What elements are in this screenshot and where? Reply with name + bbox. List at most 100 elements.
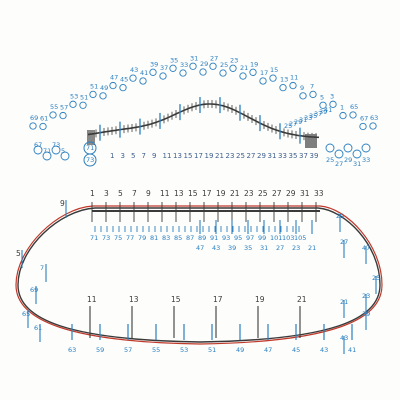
hole-circle (149, 68, 157, 76)
inner-label: 95 (234, 234, 242, 242)
upper-label: 39 (150, 60, 158, 68)
upper-label: 23 (230, 56, 238, 64)
circled-mark (83, 153, 97, 167)
hole-circle (369, 122, 377, 130)
right-label: 25 (372, 274, 380, 282)
axis-label: 7 (142, 152, 146, 160)
bottom-blue-label: 53 (180, 346, 188, 354)
right-label: 39 (319, 108, 327, 116)
bottom-blue-label: 63 (68, 346, 76, 354)
upper-label: 67 (360, 114, 368, 122)
top-label: 3 (104, 189, 109, 198)
axis-label: 9 (152, 152, 156, 160)
hole-circle (169, 64, 177, 72)
axis-label: 11 (163, 152, 172, 160)
upper-label: 63 (370, 114, 378, 122)
hole-circle (109, 81, 117, 90)
right-label: 33 (304, 114, 312, 122)
upper-label: 27 (210, 54, 218, 62)
inner-label: 87 (186, 234, 194, 242)
hole-circle (249, 68, 257, 76)
upper-label: 15 (270, 66, 278, 74)
axis-label: 25 (236, 152, 245, 160)
top-label: 21 (230, 189, 240, 198)
hole-circle (209, 62, 217, 70)
left-label: 65 (22, 310, 30, 318)
hole-circle (42, 151, 52, 161)
bottom-label: 11 (87, 295, 97, 304)
hole-circle (229, 64, 237, 72)
hole-circle (29, 122, 37, 130)
inner-label: 75 (114, 234, 122, 242)
inner-label: 105 (294, 234, 306, 242)
upper-label: 51 (80, 93, 88, 101)
hole-circle (189, 62, 197, 70)
inner-number: 31 (260, 244, 268, 252)
hole-circle (361, 143, 371, 153)
bottom-blue-label: 49 (236, 346, 244, 354)
hole-circle (59, 111, 67, 120)
inner-number: 43 (212, 244, 220, 252)
inner-label: 73 (102, 234, 110, 242)
upper-label: 65 (350, 103, 358, 111)
upper-label: 21 (240, 64, 248, 72)
bottom-blue-label: 57 (124, 346, 132, 354)
top-label: 5 (118, 189, 123, 198)
upper-label: 35 (170, 56, 178, 64)
upper-label: 9 (300, 84, 304, 92)
upper-label: 17 (260, 69, 268, 77)
hole-circle (329, 100, 337, 108)
inner-number: 35 (244, 244, 252, 252)
inner-number: 47 (196, 244, 204, 252)
top-label: 25 (258, 189, 268, 198)
cluster-label: 31 (353, 160, 361, 168)
axis-label: 29 (257, 152, 266, 160)
upper-label: 31 (190, 54, 198, 62)
cluster-label: 25 (326, 156, 334, 164)
red-outline (15, 205, 383, 345)
bottom-label: 21 (297, 295, 307, 304)
hole-circle (60, 151, 70, 161)
upper-label: 43 (130, 66, 138, 74)
top-label: 19 (216, 189, 226, 198)
axis-label: 19 (205, 152, 214, 160)
hole-circle (99, 92, 107, 100)
hole-circle (139, 77, 147, 85)
bottom-label: 19 (255, 295, 265, 304)
hole-circle (319, 101, 327, 109)
top-label: 1 (90, 189, 95, 198)
bottom-blue-label: 43 (320, 346, 328, 354)
hole-circle (89, 90, 97, 99)
left-label: 7 (40, 264, 44, 272)
hole-circle (334, 149, 344, 159)
hole-circle (239, 72, 247, 80)
axis-label: 39 (310, 152, 319, 160)
hole-circle (69, 100, 77, 108)
upper-label: 55 (50, 103, 58, 111)
bottom-blue-label: 55 (152, 346, 160, 354)
top-label: 27 (272, 189, 282, 198)
bottom-blue-label: 59 (96, 346, 104, 354)
inner-label: 83 (162, 234, 170, 242)
right-label: 47 (362, 244, 370, 252)
upper-label: 41 (140, 69, 148, 77)
bottom-label: 13 (129, 295, 139, 304)
right-label: 37 (314, 110, 322, 118)
hole-circle (33, 145, 43, 155)
circled-label: 71 (86, 144, 94, 152)
bottom-label: 15 (171, 295, 181, 304)
right-label: 29 (294, 118, 302, 126)
cluster-label: 27 (335, 160, 343, 168)
upper-label: 11 (290, 74, 298, 82)
axis-label: 21 (215, 152, 224, 160)
cluster-label: 71 (43, 147, 51, 155)
inner-label: 81 (150, 234, 158, 242)
hole-circle (79, 101, 87, 109)
hole-circle (199, 68, 207, 76)
hole-circle (259, 77, 267, 85)
inner-label: 85 (174, 234, 182, 242)
left-label: 9 (60, 199, 65, 208)
